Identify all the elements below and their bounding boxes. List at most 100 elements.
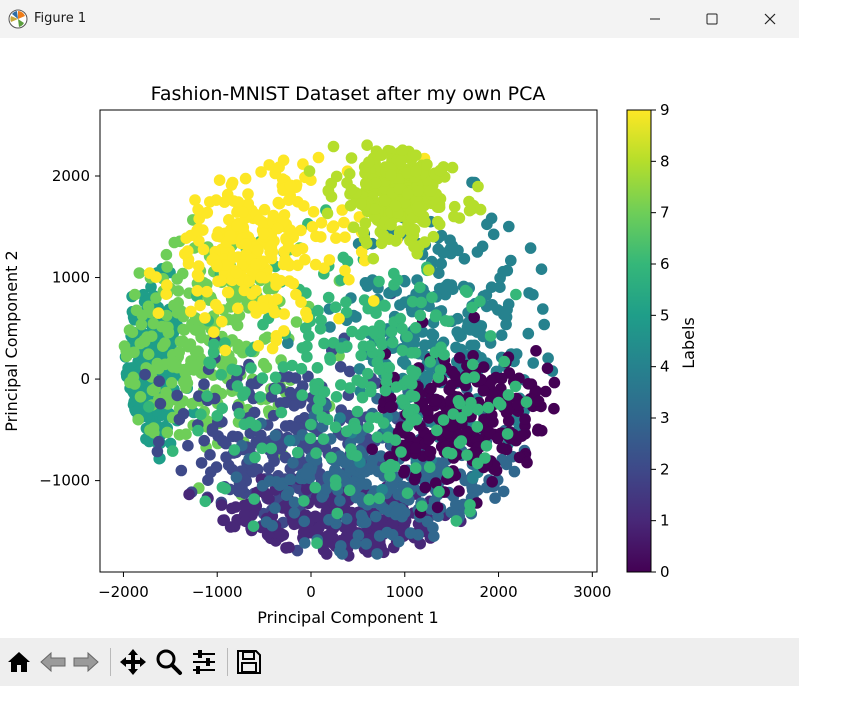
scatter-point-label-6 [379,300,391,312]
scatter-point-label-8 [434,164,446,177]
scatter-point-label-9 [250,258,262,270]
scatter-point-label-8 [424,185,437,197]
scatter-point-label-9 [161,279,173,291]
scatter-point-label-8 [463,204,476,217]
scatter-point-label-7 [176,267,189,280]
scatter-point-label-7 [130,304,143,317]
save-button[interactable] [233,646,265,678]
window-title: Figure 1 [34,11,87,26]
scatter-point-label-6 [501,428,514,440]
back-button[interactable] [37,646,69,678]
scatter-point-label-2 [268,455,280,467]
scatter-point-label-6 [439,315,452,327]
scatter-point-label-9 [247,300,260,313]
scatter-point-label-0 [477,361,490,373]
scatter-point-label-6 [371,431,384,444]
colorbar-tick-label: 0 [660,563,670,581]
scatter-point-label-2 [302,370,314,383]
scatter-point-label-6 [494,399,507,411]
scatter-point-label-9 [143,267,156,279]
scatter-point-label-3 [340,513,353,525]
scatter-point-label-4 [283,434,296,447]
scatter-point-label-3 [392,535,405,548]
scatter-point-label-8 [360,178,372,190]
colorbar-tick-label: 2 [660,460,670,478]
scatter-point-label-8 [393,226,406,239]
scatter-point-label-0 [541,362,554,375]
scatter-point-label-6 [195,408,207,421]
scatter-point-label-6 [335,379,347,391]
zoom-icon [156,649,182,675]
scatter-point-label-3 [320,483,333,495]
scatter-point-label-9 [292,259,304,272]
scatter-point-label-9 [210,298,222,311]
scatter-point-label-7 [189,359,201,372]
scatter-point-label-6 [424,356,437,368]
zoom-button[interactable] [153,646,185,678]
x-tick-label: −1000 [192,583,243,601]
scatter-point-label-6 [415,296,428,309]
scatter-point-label-6 [447,408,460,420]
scatter-point-label-6 [429,310,442,323]
scatter-point-label-8 [401,167,414,179]
scatter-point-label-0 [409,442,422,454]
scatter-point-label-9 [201,285,213,298]
scatter-point-label-6 [346,325,358,338]
figure-window: Figure 1 Fashion-MNIST Dataset after my … [0,0,799,686]
scatter-point-label-9 [339,231,351,243]
scatter-point-label-9 [258,203,271,216]
scatter-point-label-9 [309,258,322,271]
scatter-point-label-3 [387,479,399,491]
scatter-point-label-9 [243,275,255,287]
scatter-point-label-9 [185,305,197,318]
scatter-point-label-9 [255,166,267,178]
y-axis-ticks: −1000 0 1000 2000 [39,167,100,490]
configure-subplots-button[interactable] [188,646,220,678]
scatter-point-label-0 [486,476,499,488]
scatter-point-label-7 [161,261,173,273]
scatter-point-label-6 [409,322,422,334]
home-icon [8,652,30,672]
scatter-point-label-9 [193,235,205,247]
scatter-point-label-9 [219,259,231,271]
scatter-point-label-9 [191,285,204,297]
scatter-point-label-9 [239,238,252,250]
scatter-point-label-6 [309,383,322,396]
scatter-point-label-6 [520,396,533,408]
scatter-point-label-9 [266,303,279,315]
scatter-point-label-3 [256,480,269,492]
home-button[interactable] [3,646,35,678]
scatter-point-label-6 [244,416,256,429]
pan-button[interactable] [117,646,149,678]
scatter-point-label-3 [427,521,439,534]
scatter-point-label-9 [287,277,300,290]
scatter-point-label-4 [452,328,465,340]
scatter-point-label-1 [277,502,289,514]
scatter-point-label-6 [416,500,428,512]
maximize-button[interactable] [683,0,741,38]
scatter-point-label-6 [311,537,323,549]
scatter-point-label-0 [449,369,461,382]
minimize-button[interactable] [626,0,684,38]
plot-frame [99,109,598,573]
scatter-point-label-6 [371,411,384,424]
scatter-point-label-4 [433,267,445,279]
colorbar-ticks: 0 1 2 3 4 5 6 7 8 9 [651,101,670,581]
scatter-point-label-3 [375,450,387,462]
scatter-point-label-8 [433,218,446,231]
forward-button[interactable] [70,646,102,678]
forward-icon [73,651,99,673]
close-button[interactable] [741,0,799,38]
scatter-point-label-6 [480,440,493,452]
scatter-point-label-4 [419,339,431,351]
scatter-point-label-6 [482,401,495,414]
scatter-point-label-2 [206,425,219,437]
scatter-point-label-9 [199,312,211,324]
scatter-point-label-6 [330,391,343,403]
scatter-point-label-4 [420,373,433,386]
toolbar-separator [227,648,228,676]
scatter-point-label-6 [314,323,327,335]
x-tick-label: 1000 [386,583,424,601]
scatter-point-label-7 [127,371,140,384]
scatter-point-label-4 [435,257,448,270]
